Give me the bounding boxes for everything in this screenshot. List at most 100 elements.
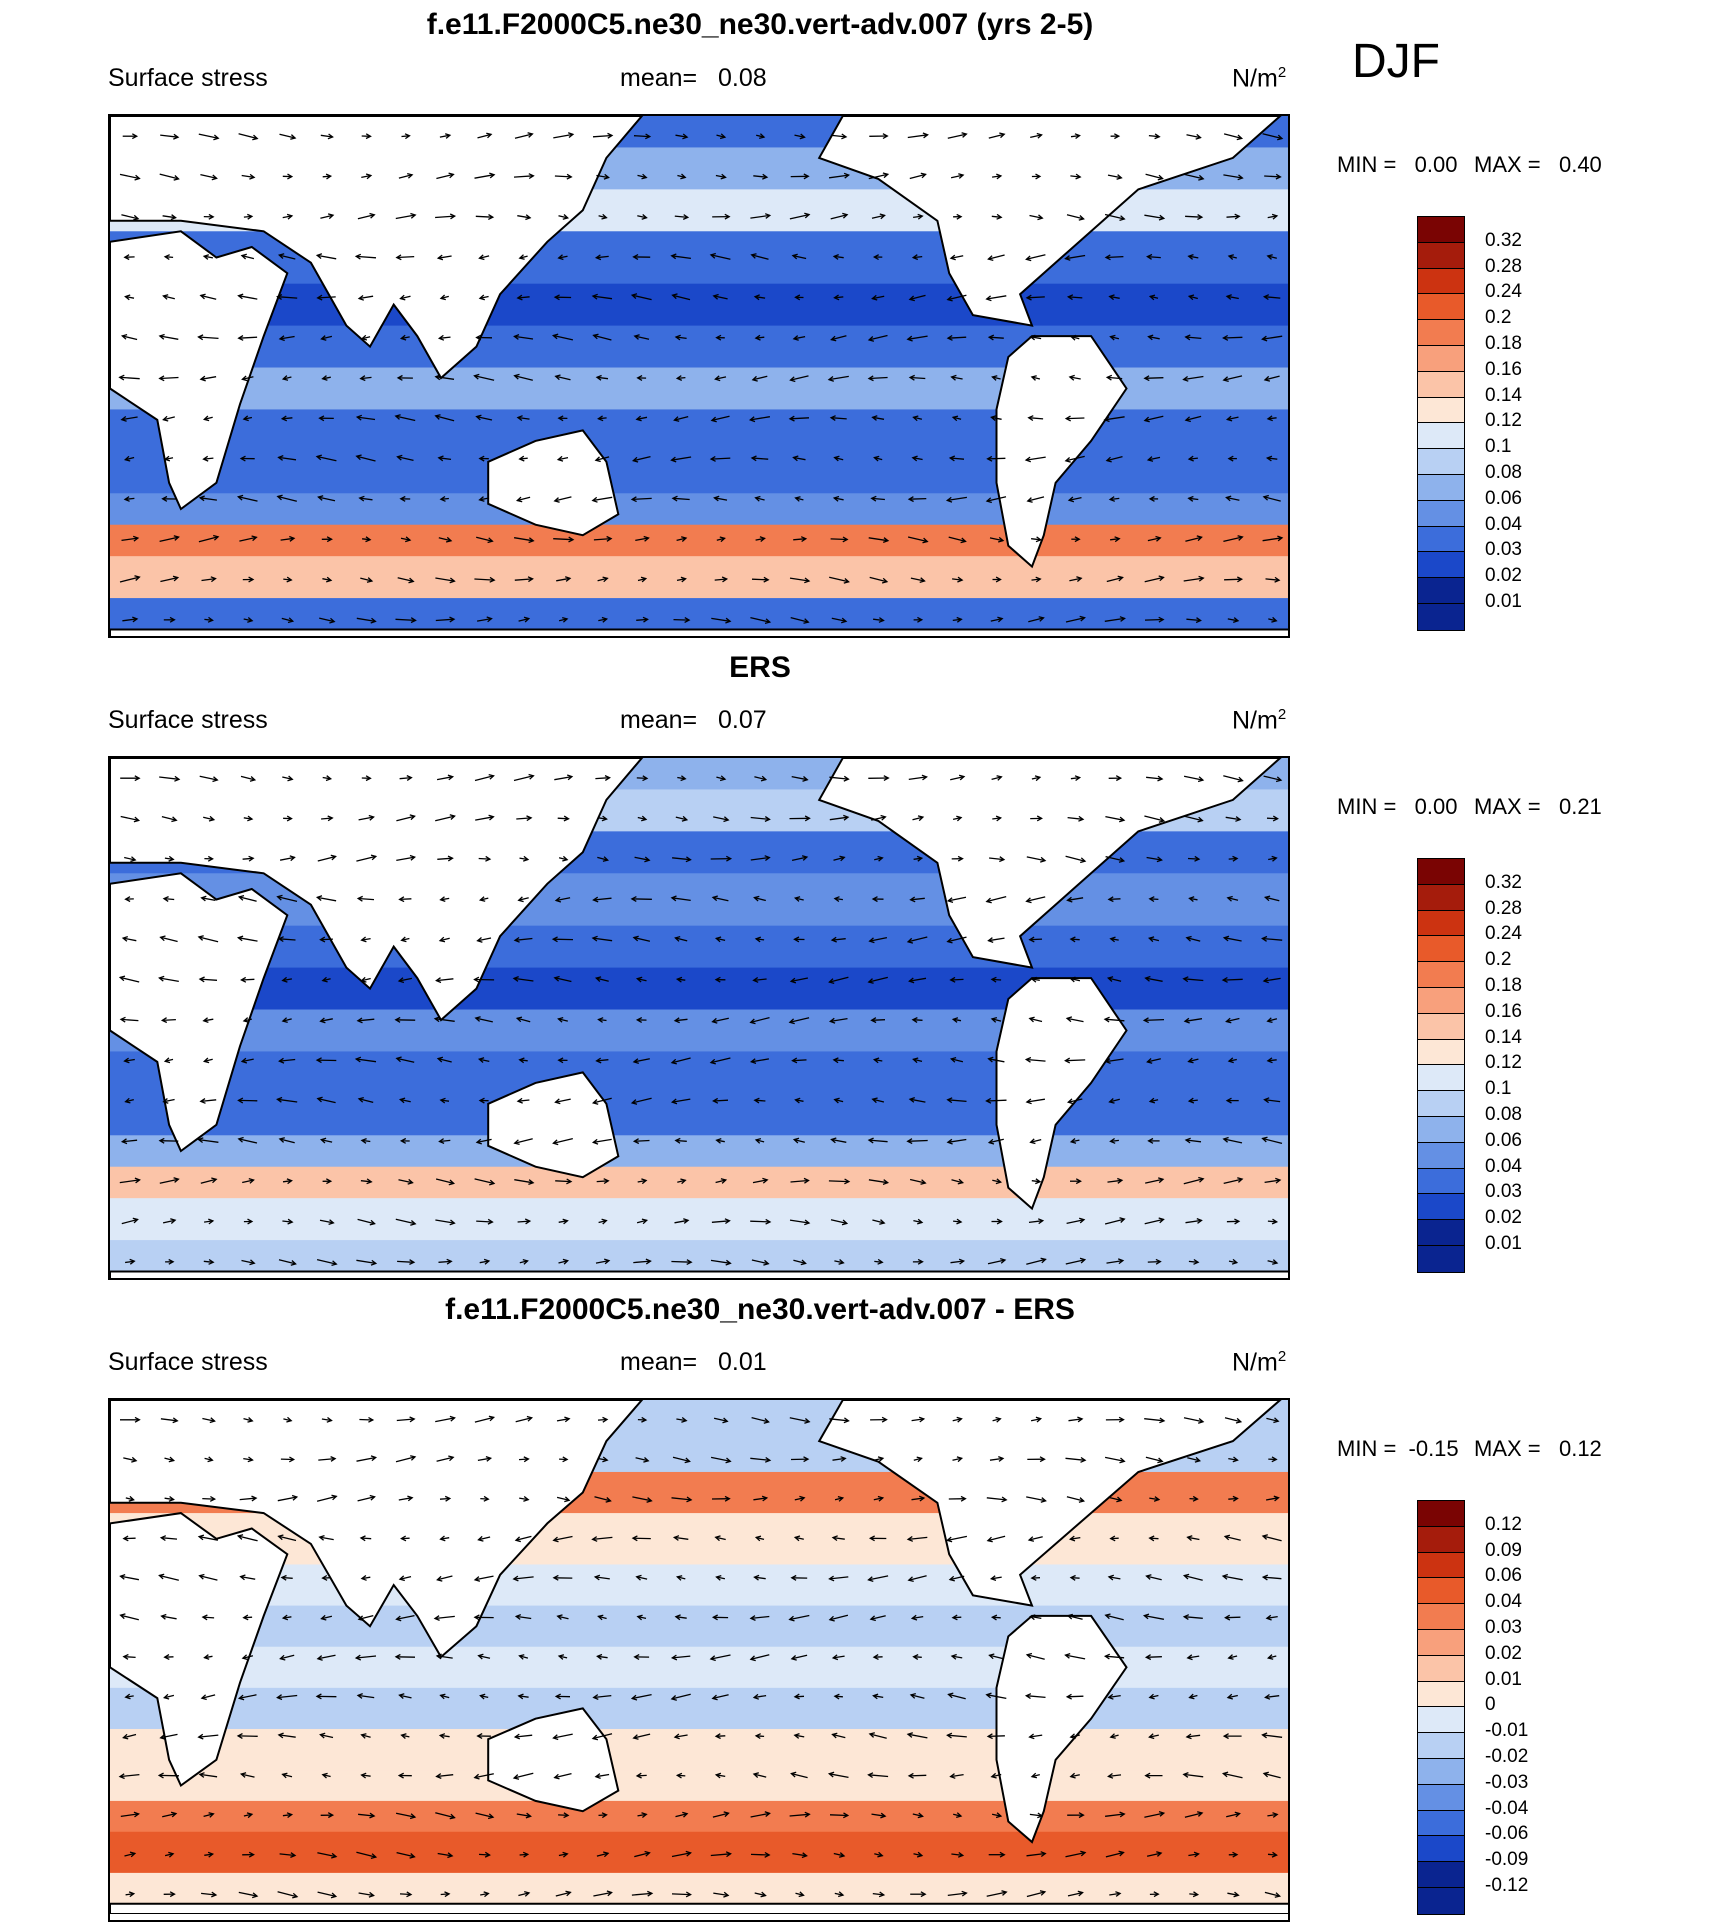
wind-arrow bbox=[1066, 418, 1084, 419]
stress-band bbox=[110, 326, 1290, 369]
stress-band bbox=[110, 409, 1290, 452]
stress-band bbox=[110, 525, 1290, 557]
colorbar-box bbox=[1418, 423, 1464, 449]
wind-arrow bbox=[829, 1181, 849, 1182]
colorbar-box bbox=[1418, 962, 1464, 988]
colorbar-label: 0.02 bbox=[1485, 1207, 1522, 1229]
stress-band bbox=[110, 1093, 1290, 1136]
colorbar-box bbox=[1418, 1630, 1464, 1656]
colorbar-label: 0.02 bbox=[1485, 565, 1522, 587]
wind-arrow bbox=[752, 579, 768, 580]
stress-band bbox=[110, 1606, 1290, 1648]
wind-arrow bbox=[672, 1894, 691, 1895]
panel-2-map-svg bbox=[110, 758, 1290, 1280]
colorbar-box bbox=[1418, 320, 1464, 346]
wind-arrow bbox=[1145, 378, 1164, 379]
stress-band bbox=[110, 1198, 1290, 1241]
colorbar-box bbox=[1418, 859, 1464, 885]
wind-arrow bbox=[476, 216, 493, 217]
units-base: N/m bbox=[1232, 706, 1278, 734]
continent-outline bbox=[110, 630, 1290, 639]
colorbar-box bbox=[1418, 527, 1464, 553]
stress-band bbox=[110, 1688, 1290, 1730]
colorbar-label: -0.04 bbox=[1485, 1798, 1528, 1820]
wind-arrow bbox=[1065, 1060, 1085, 1061]
colorbar-label: 0.08 bbox=[1485, 462, 1522, 484]
colorbar-label: 0.32 bbox=[1485, 872, 1522, 894]
colorbar-label: 0.09 bbox=[1485, 1540, 1522, 1562]
colorbar-box bbox=[1418, 372, 1464, 398]
colorbar-box bbox=[1418, 1578, 1464, 1604]
wind-arrow bbox=[1224, 579, 1242, 580]
colorbar-label: 0.06 bbox=[1485, 1565, 1522, 1587]
wind-arrow bbox=[1225, 1617, 1240, 1618]
panel-3-variable: Surface stress bbox=[108, 1348, 268, 1377]
panel-3-max: MAX = 0.12 bbox=[1474, 1436, 1602, 1462]
colorbar-label: 0.08 bbox=[1485, 1104, 1522, 1126]
colorbar-label: 0.12 bbox=[1485, 1052, 1522, 1074]
colorbar-box bbox=[1418, 936, 1464, 962]
colorbar-box bbox=[1418, 1065, 1464, 1091]
colorbar-label: 0.18 bbox=[1485, 975, 1522, 997]
colorbar-label: 0.24 bbox=[1485, 281, 1522, 303]
panel-3-colorbar bbox=[1417, 1500, 1465, 1915]
colorbar-box bbox=[1418, 988, 1464, 1014]
colorbar-label: 0.03 bbox=[1485, 539, 1522, 561]
colorbar-label: 0.24 bbox=[1485, 923, 1522, 945]
stress-band bbox=[110, 968, 1290, 1011]
colorbar-box bbox=[1418, 475, 1464, 501]
colorbar-label: 0.03 bbox=[1485, 1181, 1522, 1203]
colorbar-label: 0.04 bbox=[1485, 514, 1522, 536]
season-label: DJF bbox=[1352, 34, 1440, 89]
colorbar-box bbox=[1418, 1246, 1464, 1272]
colorbar-label: 0.04 bbox=[1485, 1156, 1522, 1178]
colorbar-box bbox=[1418, 1117, 1464, 1143]
colorbar-box bbox=[1418, 1014, 1464, 1040]
colorbar-label: 0.14 bbox=[1485, 385, 1522, 407]
wind-arrow bbox=[987, 1100, 1007, 1101]
colorbar-box bbox=[1418, 398, 1464, 424]
colorbar-label: 0.32 bbox=[1485, 230, 1522, 252]
colorbar-label: -0.01 bbox=[1485, 1720, 1528, 1742]
colorbar-label: 0.18 bbox=[1485, 333, 1522, 355]
panel-2-units: N/m2 bbox=[1232, 706, 1286, 735]
wind-arrow bbox=[674, 620, 690, 621]
colorbar-box bbox=[1418, 1527, 1464, 1553]
colorbar-label: 0.1 bbox=[1485, 436, 1511, 458]
panel-1-variable: Surface stress bbox=[108, 64, 268, 93]
colorbar-box bbox=[1418, 1759, 1464, 1785]
wind-arrow bbox=[1146, 1657, 1162, 1658]
colorbar-box bbox=[1418, 1811, 1464, 1837]
colorbar-box bbox=[1418, 501, 1464, 527]
colorbar-label: -0.09 bbox=[1485, 1849, 1528, 1871]
wind-arrow bbox=[988, 458, 1006, 459]
colorbar-box bbox=[1418, 1143, 1464, 1169]
panel-3-title: f.e11.F2000C5.ne30_ne30.vert-adv.007 - E… bbox=[110, 1293, 1410, 1327]
wind-arrow bbox=[830, 1815, 848, 1816]
colorbar-label: 0.16 bbox=[1485, 359, 1522, 381]
stress-band bbox=[110, 451, 1290, 494]
colorbar-box bbox=[1418, 911, 1464, 937]
wind-arrow bbox=[831, 539, 848, 540]
wind-arrow bbox=[1067, 1696, 1083, 1697]
wind-arrow bbox=[1223, 979, 1243, 980]
panel-3-mean: mean= 0.01 bbox=[620, 1348, 767, 1377]
wind-arrow bbox=[1145, 620, 1163, 621]
colorbar-label: 0.06 bbox=[1485, 488, 1522, 510]
wind-arrow bbox=[1027, 297, 1045, 298]
panel-1-map-svg bbox=[110, 116, 1290, 638]
panel-2-map bbox=[108, 756, 1290, 1280]
panel-2-min: MIN = 0.00 bbox=[1337, 794, 1457, 820]
colorbar-label: 0.02 bbox=[1485, 1643, 1522, 1665]
colorbar-label: 0.06 bbox=[1485, 1130, 1522, 1152]
wind-arrow bbox=[1106, 257, 1123, 258]
wind-arrow bbox=[750, 1221, 770, 1222]
colorbar-label: -0.03 bbox=[1485, 1772, 1528, 1794]
colorbar-box bbox=[1418, 885, 1464, 911]
stress-band bbox=[110, 1167, 1290, 1199]
stress-band bbox=[110, 1564, 1290, 1606]
wind-arrow bbox=[988, 1736, 1005, 1737]
colorbar-box bbox=[1418, 1888, 1464, 1914]
colorbar-label: 0.12 bbox=[1485, 410, 1522, 432]
colorbar-box bbox=[1418, 604, 1464, 630]
